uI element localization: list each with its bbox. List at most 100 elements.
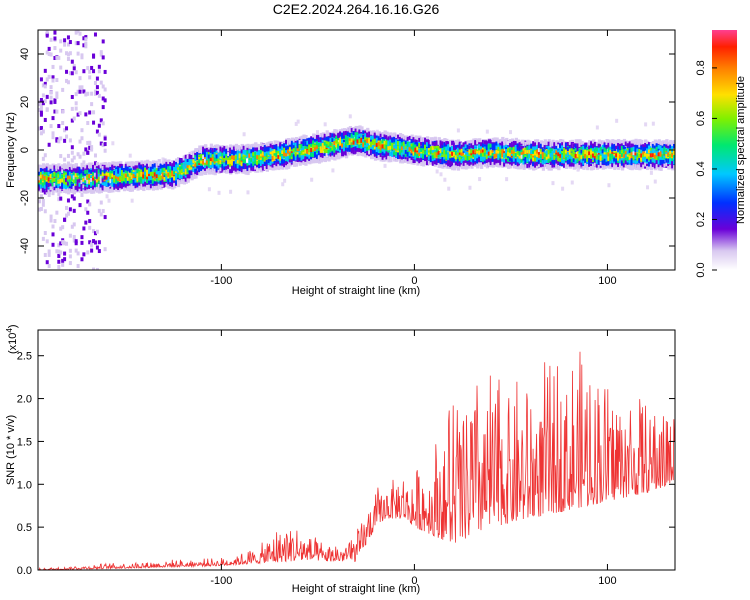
heatmap-cell	[57, 168, 61, 173]
heatmap-cell	[101, 186, 105, 191]
heatmap-cell	[115, 175, 119, 180]
heatmap-cell	[331, 138, 335, 143]
heatmap-cell	[97, 123, 101, 128]
heatmap-cell	[296, 152, 300, 157]
heatmap-cell	[370, 141, 374, 146]
heatmap-cell	[217, 148, 221, 153]
heatmap-cell	[325, 130, 329, 135]
heatmap-cell	[366, 144, 370, 149]
heatmap-cell	[92, 229, 96, 234]
heatmap-cell	[124, 173, 129, 178]
heatmap-cell	[344, 130, 349, 135]
heatmap-cell	[344, 147, 349, 152]
heatmap-cell	[323, 122, 327, 127]
heatmap-cell	[227, 154, 231, 159]
heatmap-cell	[232, 146, 237, 151]
heatmap-cell	[207, 152, 212, 157]
heatmap-cell	[269, 161, 273, 166]
heatmap-cell	[86, 250, 90, 255]
heatmap-cell	[277, 142, 281, 147]
heatmap-cell	[269, 150, 273, 155]
heatmap-cell	[427, 146, 432, 151]
heatmap-cell	[101, 84, 105, 89]
heatmap-cell	[242, 167, 246, 172]
heatmap-cell	[424, 144, 428, 149]
heatmap-cell	[248, 158, 252, 163]
heatmap-cell	[117, 188, 121, 193]
heatmap-cell	[335, 152, 339, 157]
heatmap-cell	[51, 178, 55, 183]
heatmap-cell	[178, 180, 183, 185]
heatmap-cell	[53, 219, 57, 224]
heatmap-cell	[246, 146, 250, 151]
heatmap-cell	[229, 153, 233, 158]
heatmap-cell	[192, 164, 196, 169]
heatmap-cell	[439, 159, 443, 164]
heatmap-cell	[99, 168, 103, 173]
heatmap-cell	[66, 188, 71, 193]
heatmap-cell	[90, 248, 94, 253]
heatmap-cell	[344, 154, 349, 159]
heatmap-cell	[99, 164, 103, 169]
heatmap-cell	[294, 142, 298, 147]
heatmap-cell	[269, 141, 273, 146]
heatmap-cell	[352, 147, 356, 152]
heatmap-cell	[391, 150, 395, 155]
heatmap-cell	[65, 205, 69, 210]
heatmap-cell	[90, 174, 94, 179]
heatmap-cell	[93, 32, 97, 37]
heatmap-cell	[325, 143, 329, 148]
heatmap-cell	[188, 166, 192, 171]
heatmap-cell	[300, 150, 304, 155]
heatmap-cell	[55, 138, 59, 143]
heatmap-cell	[337, 144, 341, 149]
heatmap-cell	[424, 150, 428, 155]
heatmap-cell	[74, 163, 78, 168]
heatmap-cell	[315, 135, 320, 140]
heatmap-cell	[259, 149, 264, 154]
heatmap-cell	[306, 149, 310, 154]
heatmap-cell	[342, 134, 347, 139]
heatmap-cell	[92, 267, 96, 270]
heatmap-cell	[140, 160, 144, 165]
heatmap-cell	[95, 129, 99, 134]
heatmap-cell	[57, 165, 61, 170]
heatmap-cell	[329, 148, 333, 153]
heatmap-cell	[346, 139, 351, 144]
heatmap-cell	[93, 165, 98, 170]
heatmap-cell	[283, 152, 287, 157]
heatmap-cell	[308, 154, 312, 159]
heatmap-cell	[175, 177, 179, 182]
heatmap-cell	[88, 145, 92, 150]
heatmap-cell	[57, 253, 61, 258]
heatmap-cell	[153, 163, 158, 168]
heatmap-cell	[302, 148, 306, 153]
heatmap-cell	[310, 138, 314, 143]
heatmap-cell	[97, 176, 102, 181]
heatmap-cell	[167, 184, 171, 189]
heatmap-cell	[333, 129, 337, 134]
heatmap-cell	[281, 159, 285, 164]
heatmap-cell	[252, 147, 256, 152]
heatmap-cell	[366, 146, 370, 151]
heatmap-cell	[377, 146, 381, 151]
heatmap-cell	[402, 135, 407, 140]
heatmap-cell	[329, 155, 333, 160]
heatmap-cell	[373, 133, 378, 138]
heatmap-cell	[416, 161, 420, 166]
heatmap-cell	[151, 164, 156, 169]
heatmap-cell	[319, 146, 324, 151]
heatmap-cell	[240, 162, 244, 167]
heatmap-cell	[387, 136, 391, 141]
heatmap-cell	[319, 153, 324, 158]
heatmap-cell	[76, 51, 80, 56]
heatmap-cell	[65, 167, 69, 172]
heatmap-cell	[273, 164, 277, 169]
heatmap-cell	[146, 172, 150, 177]
heatmap-cell	[259, 162, 264, 167]
heatmap-cell	[333, 149, 337, 154]
heatmap-cell	[234, 158, 239, 163]
heatmap-cell	[364, 130, 368, 135]
heatmap-cell	[308, 156, 312, 161]
heatmap-cell	[209, 152, 213, 157]
